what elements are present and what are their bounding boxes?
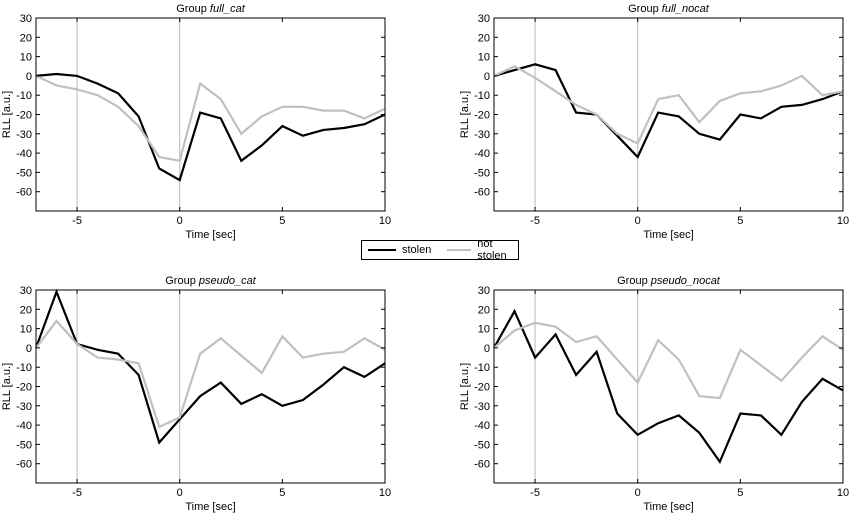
y-axis-label: RLL [a.u.] xyxy=(459,91,471,138)
x-axis-label: Time [sec] xyxy=(185,501,235,513)
x-tick-label: 10 xyxy=(379,215,391,227)
panel-title-group: pseudo_nocat xyxy=(650,275,721,287)
panel-title-group: full_nocat xyxy=(662,3,710,15)
y-tick-label: -20 xyxy=(474,110,490,122)
x-tick-label: 10 xyxy=(379,487,391,499)
y-tick-label: -50 xyxy=(16,167,32,179)
y-tick-label: 0 xyxy=(26,71,32,83)
y-tick-label: 10 xyxy=(20,324,32,336)
y-tick-label: -40 xyxy=(474,420,490,432)
y-tick-label: -40 xyxy=(16,148,32,160)
x-axis-label: Time [sec] xyxy=(185,229,235,241)
series-line-not-stolen xyxy=(493,65,844,145)
x-tick-label: 10 xyxy=(837,215,849,227)
panel-title: Group full_cat xyxy=(176,3,245,15)
series-line-not-stolen xyxy=(35,74,386,163)
legend-item-stolen: stolen xyxy=(368,244,431,256)
panel-title-prefix: Group xyxy=(617,275,651,287)
x-tick-label: 10 xyxy=(837,487,849,499)
y-tick-label: 20 xyxy=(478,304,490,316)
y-tick-label: -30 xyxy=(474,129,490,141)
y-tick-label: 0 xyxy=(484,71,490,83)
panel-title: Group full_nocat xyxy=(628,3,710,15)
y-tick-label: -40 xyxy=(474,148,490,160)
panel-title-prefix: Group xyxy=(165,275,199,287)
y-axis-label: RLL [a.u.] xyxy=(1,91,13,138)
series-line-stolen xyxy=(493,308,844,465)
y-tick-label: 30 xyxy=(478,285,490,297)
y-tick-label: -20 xyxy=(474,382,490,394)
panel-title-group: pseudo_cat xyxy=(198,275,257,287)
y-axis-label: RLL [a.u.] xyxy=(1,363,13,410)
y-tick-label: -30 xyxy=(16,401,32,413)
x-tick-label: 5 xyxy=(279,487,285,499)
y-tick-label: -10 xyxy=(16,90,32,102)
legend-label-not-stolen: not stolen xyxy=(477,238,507,262)
series-line-not-stolen xyxy=(35,319,386,429)
y-tick-label: -30 xyxy=(474,401,490,413)
y-tick-label: -30 xyxy=(16,129,32,141)
series-line-not-stolen xyxy=(493,321,844,400)
x-tick-label: 0 xyxy=(177,487,183,499)
series-line-stolen xyxy=(493,63,844,159)
x-axis-label: Time [sec] xyxy=(643,501,693,513)
legend-swatch-stolen xyxy=(368,249,396,251)
series-line-stolen xyxy=(34,288,386,445)
y-tick-label: 20 xyxy=(20,304,32,316)
y-tick-label: 30 xyxy=(20,285,32,297)
y-tick-label: 20 xyxy=(478,32,490,44)
axes-frame xyxy=(493,289,844,484)
x-axis-label: Time [sec] xyxy=(643,229,693,241)
x-tick-label: 0 xyxy=(635,215,641,227)
y-tick-label: 20 xyxy=(20,32,32,44)
y-tick-label: -60 xyxy=(474,459,490,471)
y-tick-label: -60 xyxy=(474,187,490,199)
axes-frame xyxy=(35,289,386,484)
legend-swatch-not-stolen xyxy=(447,249,472,251)
x-tick-label: 5 xyxy=(737,487,743,499)
x-tick-label: -5 xyxy=(530,487,540,499)
panel-title-prefix: Group xyxy=(628,3,662,15)
y-tick-label: -50 xyxy=(474,167,490,179)
y-tick-label: 10 xyxy=(20,52,32,64)
panel-title-prefix: Group xyxy=(176,3,210,15)
panel-title: Group pseudo_nocat xyxy=(617,275,721,287)
y-tick-label: -10 xyxy=(16,362,32,374)
y-tick-label: -10 xyxy=(474,362,490,374)
y-tick-label: -40 xyxy=(16,420,32,432)
y-tick-label: 10 xyxy=(478,324,490,336)
y-tick-label: 0 xyxy=(484,343,490,355)
y-tick-label: -50 xyxy=(16,439,32,451)
x-tick-label: 0 xyxy=(177,215,183,227)
y-tick-label: 30 xyxy=(20,13,32,25)
panel-title-group: full_cat xyxy=(210,3,246,15)
x-tick-label: 0 xyxy=(635,487,641,499)
y-tick-label: -20 xyxy=(16,382,32,394)
x-tick-label: 5 xyxy=(279,215,285,227)
x-tick-label: -5 xyxy=(530,215,540,227)
legend: stolen not stolen xyxy=(361,238,519,262)
y-tick-label: -50 xyxy=(474,439,490,451)
y-axis-label: RLL [a.u.] xyxy=(459,363,471,410)
y-tick-label: -20 xyxy=(16,110,32,122)
y-tick-label: 0 xyxy=(26,343,32,355)
panel-title: Group pseudo_cat xyxy=(165,275,256,287)
y-tick-label: 30 xyxy=(478,13,490,25)
legend-label-stolen: stolen xyxy=(402,244,432,256)
series-line-stolen xyxy=(35,72,386,182)
y-tick-label: -60 xyxy=(16,187,32,199)
x-tick-label: -5 xyxy=(72,487,82,499)
x-tick-label: -5 xyxy=(72,215,82,227)
y-tick-label: -60 xyxy=(16,459,32,471)
y-tick-label: -10 xyxy=(474,90,490,102)
x-tick-label: 5 xyxy=(737,215,743,227)
legend-item-not-stolen: not stolen xyxy=(447,238,518,262)
y-tick-label: 10 xyxy=(478,52,490,64)
